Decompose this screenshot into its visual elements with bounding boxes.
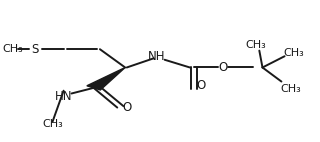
- Text: CH₃: CH₃: [3, 44, 23, 54]
- Text: HN: HN: [55, 90, 72, 103]
- Text: CH₃: CH₃: [281, 84, 301, 94]
- Text: O: O: [122, 101, 132, 114]
- Text: NH: NH: [148, 50, 165, 63]
- Text: CH₃: CH₃: [246, 40, 267, 50]
- Text: O: O: [196, 79, 205, 92]
- Text: O: O: [218, 61, 228, 74]
- Text: CH₃: CH₃: [42, 119, 63, 129]
- Text: CH₃: CH₃: [284, 48, 304, 58]
- Text: S: S: [31, 43, 39, 56]
- Polygon shape: [87, 67, 125, 90]
